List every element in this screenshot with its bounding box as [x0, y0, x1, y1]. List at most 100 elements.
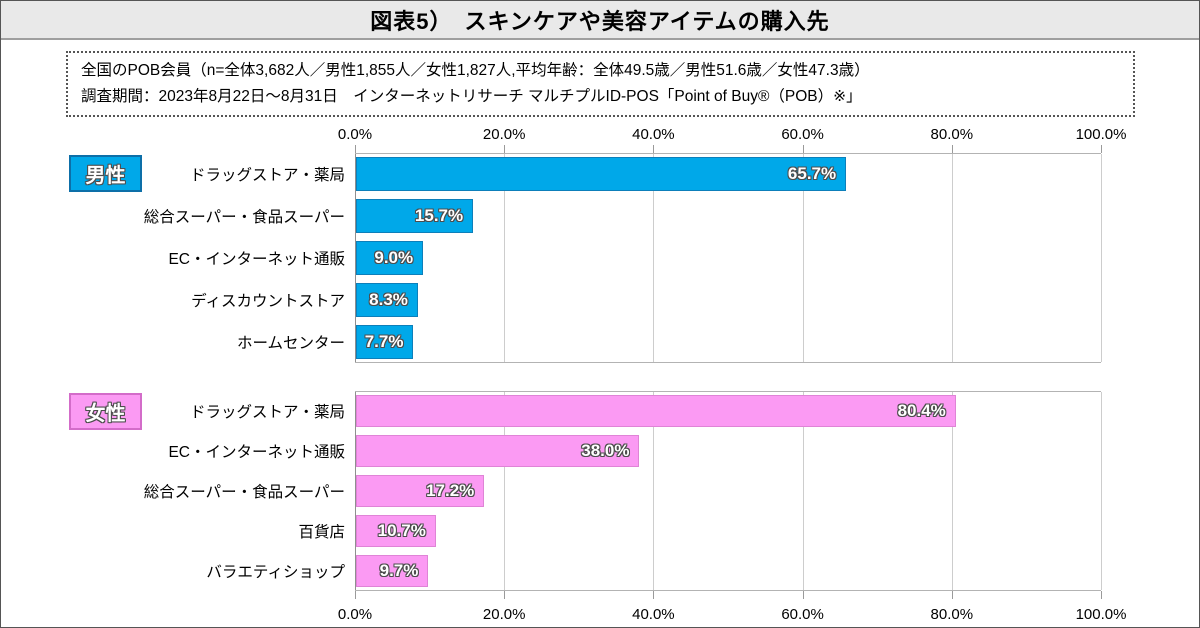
chart-section-female: ドラッグストア・薬局 80.4% EC・インターネット通販 38.0% 総合スーパー・食…: [1, 391, 1199, 591]
axis-tick-label: 60.0%: [781, 606, 824, 623]
bar-track: 65.7%: [355, 153, 1101, 195]
data-bar-male: 8.3%: [356, 283, 418, 317]
category-label: 総合スーパー・食品スーパー: [143, 209, 345, 226]
gridline: [653, 392, 655, 590]
axis-tick: [951, 591, 953, 599]
axis-tick: [1101, 591, 1102, 599]
axis-tick-marks: [355, 145, 1102, 153]
gridline: [951, 154, 953, 362]
axis-tick-label: 20.0%: [482, 126, 526, 143]
bar-track: 17.2%: [355, 471, 1101, 511]
bar-row: ドラッグストア・薬局 80.4%: [1, 391, 1199, 431]
bar-row: ディスカウントストア 8.3%: [1, 279, 1199, 321]
axis-zero-line: [355, 154, 356, 362]
gridline: [653, 154, 655, 362]
bar-track: 8.3%: [355, 279, 1101, 321]
bar-track: 80.4%: [355, 391, 1101, 431]
bar-value-label: 38.0%: [581, 441, 630, 460]
bar-track: 10.7%: [355, 511, 1101, 551]
bar-track: 38.0%: [355, 431, 1101, 471]
bar-row: 総合スーパー・食品スーパー 15.7%: [1, 195, 1199, 237]
data-bar-female: 80.4%: [356, 395, 956, 427]
bar-row: 総合スーパー・食品スーパー 17.2%: [1, 471, 1199, 511]
category-label: 百貨店: [298, 524, 345, 541]
data-bar-female: 10.7%: [356, 515, 436, 547]
axis-tick: [653, 145, 655, 153]
axis-tick: [653, 591, 655, 599]
title-bar: 図表5） スキンケアや美容アイテムの購入先: [1, 1, 1199, 40]
bar-track: 9.0%: [355, 237, 1101, 279]
data-bar-female: 38.0%: [356, 435, 640, 467]
bar-track: 7.7%: [355, 321, 1101, 363]
survey-note-line-2: 調査期間：2023年8月22日～8月31日 インターネットリサーチ マルチプルI…: [81, 88, 862, 105]
axis-tick-marks: [355, 591, 1102, 599]
axis-tick-label: 60.0%: [781, 126, 824, 143]
bar-value-label: 10.7%: [377, 521, 426, 540]
gridline: [802, 392, 804, 590]
survey-note-box: 全国のPOB会員（n=全体3,682人／男性1,855人／女性1,827人,平均…: [66, 51, 1135, 117]
category-label: ドラッグストア・薬局: [189, 404, 345, 421]
gridline: [1101, 154, 1102, 362]
purchase-location-bar-chart: 0.0% 20.0% 40.0% 60.0% 80.0% 100.0% ドラッグストア・薬局…: [1, 119, 1199, 625]
gridline: [504, 392, 506, 590]
bar-row: EC・インターネット通販 38.0%: [1, 431, 1199, 471]
male-legend-badge: 男性: [69, 155, 142, 192]
data-bar-male: 7.7%: [356, 325, 414, 359]
bar-row: バラエティショップ 9.7%: [1, 551, 1199, 591]
bar-value-label: 65.7%: [787, 164, 837, 183]
bar-row: EC・インターネット通販 9.0%: [1, 237, 1199, 279]
female-legend-badge: 女性: [69, 393, 142, 430]
axis-tick: [802, 591, 804, 599]
category-label: EC・インターネット通販: [168, 444, 345, 461]
data-bar-male: 65.7%: [356, 157, 847, 191]
category-label: ホームセンター: [236, 335, 345, 352]
bar-value-label: 8.3%: [369, 290, 408, 309]
category-label: ディスカウントストア: [191, 293, 345, 310]
category-label: 総合スーパー・食品スーパー: [143, 484, 345, 501]
category-label: EC・インターネット通販: [168, 251, 345, 268]
gridline: [951, 392, 953, 590]
axis-tick: [951, 145, 953, 153]
axis-bottom-tick-labels: 0.0% 20.0% 40.0% 60.0% 80.0% 100.0%: [338, 599, 1127, 625]
category-label: バラエティショップ: [206, 564, 345, 581]
bar-row: 百貨店 10.7%: [1, 511, 1199, 551]
data-bar-female: 9.7%: [356, 555, 429, 587]
bar-track: 9.7%: [355, 551, 1101, 591]
axis-zero-line: [355, 392, 356, 590]
category-label: ドラッグストア・薬局: [189, 167, 345, 184]
survey-note-line-1: 全国のPOB会員（n=全体3,682人／男性1,855人／女性1,827人,平均…: [81, 62, 870, 79]
data-bar-male: 15.7%: [356, 199, 474, 233]
axis-tick-label: 40.0%: [632, 126, 675, 143]
bar-value-label: 80.4%: [897, 401, 946, 420]
data-bar-male: 9.0%: [356, 241, 424, 275]
axis-tick-label: 100.0%: [1075, 126, 1127, 143]
data-bar-female: 17.2%: [356, 475, 485, 507]
axis-tick: [355, 145, 356, 153]
page-title: 図表5） スキンケアや美容アイテムの購入先: [370, 8, 830, 34]
bar-value-label: 7.7%: [364, 332, 404, 351]
bar-value-label: 17.2%: [426, 481, 475, 500]
bar-value-label: 15.7%: [414, 206, 464, 225]
axis-tick-label: 80.0%: [930, 606, 974, 623]
axis-tick: [802, 145, 804, 153]
plot-area-male: [355, 153, 1102, 363]
axis-tick-label: 100.0%: [1075, 606, 1127, 623]
gridline: [504, 154, 506, 362]
gridline: [1101, 392, 1102, 590]
axis-tick-label: 0.0%: [337, 126, 373, 143]
axis-tick: [1101, 145, 1102, 153]
gridline: [802, 154, 804, 362]
bar-track: 15.7%: [355, 195, 1101, 237]
axis-tick: [355, 591, 356, 599]
axis-top-tick-labels: 0.0% 20.0% 40.0% 60.0% 80.0% 100.0%: [338, 119, 1127, 145]
axis-tick-label: 20.0%: [482, 606, 526, 623]
axis-tick-label: 80.0%: [930, 126, 974, 143]
axis-tick: [504, 591, 506, 599]
chart-section-male: ドラッグストア・薬局 65.7% 総合スーパー・食品スーパー 15.7% EC・インター…: [1, 153, 1199, 363]
plot-area-female: [355, 391, 1102, 591]
axis-tick: [504, 145, 506, 153]
axis-tick-label: 40.0%: [632, 606, 675, 623]
bar-row: ホームセンター 7.7%: [1, 321, 1199, 363]
axis-tick-label: 0.0%: [337, 606, 373, 623]
